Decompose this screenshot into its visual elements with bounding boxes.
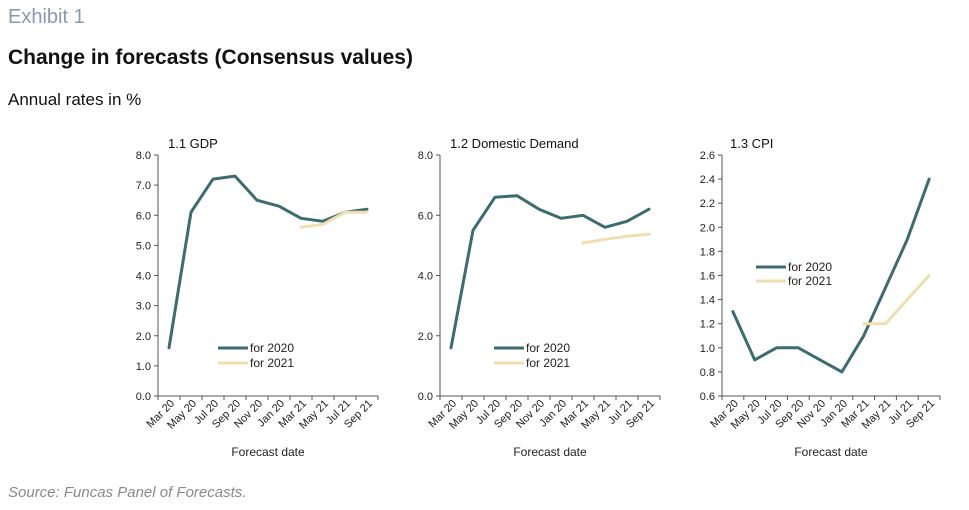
panel-1-y-tick-label: 4.0	[136, 271, 151, 283]
panel-3-y-tick-label: 1.4	[700, 295, 715, 307]
source-note: Source: Funcas Panel of Forecasts.	[8, 484, 247, 501]
panel-2-series-2-line	[581, 232, 651, 245]
panel-3-legend-label-1: for 2020	[788, 260, 832, 274]
panel-1-legend-label-1: for 2020	[250, 341, 294, 355]
panel-1-y-tick-label: 2.0	[136, 331, 151, 343]
panel-1-y-tick-label: 7.0	[136, 180, 151, 192]
panel-1-y-tick-label: 6.0	[136, 210, 151, 222]
panel-3-y-tick-label: 1.0	[700, 343, 715, 355]
panel-1-legend-label-2: for 2021	[250, 356, 294, 370]
panel-2-x-axis-label: Forecast date	[513, 445, 587, 459]
panel-1-title: 1.1 GDP	[168, 136, 218, 151]
panel-1-series-1-line	[167, 174, 369, 350]
panel-3-title: 1.3 CPI	[730, 136, 773, 151]
panel-2-legend-label-1: for 2020	[526, 341, 570, 355]
exhibit-label: Exhibit 1	[8, 6, 85, 28]
panel-1-y-tick-label: 1.0	[136, 361, 151, 373]
panel-3-legend-label-2: for 2021	[788, 274, 832, 288]
panel-2-series-1-line	[449, 194, 651, 350]
panel-3-y-tick-label: 2.4	[700, 174, 715, 186]
panel-1-y-tick-label: 8.0	[136, 150, 151, 162]
panel-2-y-tick-label: 0.0	[418, 391, 433, 403]
panel-3-y-tick-label: 1.2	[700, 319, 715, 331]
panel-1-y-tick-label: 3.0	[136, 301, 151, 313]
page-subtitle: Annual rates in %	[8, 90, 142, 109]
panel-2-title: 1.2 Domestic Demand	[450, 136, 579, 151]
panel-1-series-2-line	[299, 210, 369, 229]
panel-1-y-tick-label: 5.0	[136, 240, 151, 252]
panel-3-y-tick-label: 2.2	[700, 198, 715, 210]
panel-2-legend-label-2: for 2021	[526, 356, 570, 370]
panel-3-y-tick-label: 2.6	[700, 150, 715, 162]
panel-2-y-tick-label: 4.0	[418, 271, 433, 283]
panel-2-y-tick-label: 8.0	[418, 150, 433, 162]
panel-3-x-axis-label: Forecast date	[794, 445, 868, 459]
panel-3-y-tick-label: 1.8	[700, 246, 715, 258]
panel-3-series-2-line	[862, 274, 931, 326]
panel-1-x-axis-label: Forecast date	[231, 445, 305, 459]
panel-3-y-tick-label: 0.6	[700, 391, 715, 403]
panel-2-y-tick-label: 2.0	[418, 331, 433, 343]
panel-3-series-1-line	[731, 177, 931, 374]
panel-3-y-tick-label: 2.0	[700, 222, 715, 234]
panel-3-y-tick-label: 1.6	[700, 271, 715, 283]
panel-2-y-tick-label: 6.0	[418, 210, 433, 222]
panel-1-y-tick-label: 0.0	[136, 391, 151, 403]
panel-3-y-tick-label: 0.8	[700, 367, 715, 379]
page-title: Change in forecasts (Consensus values)	[8, 46, 413, 69]
